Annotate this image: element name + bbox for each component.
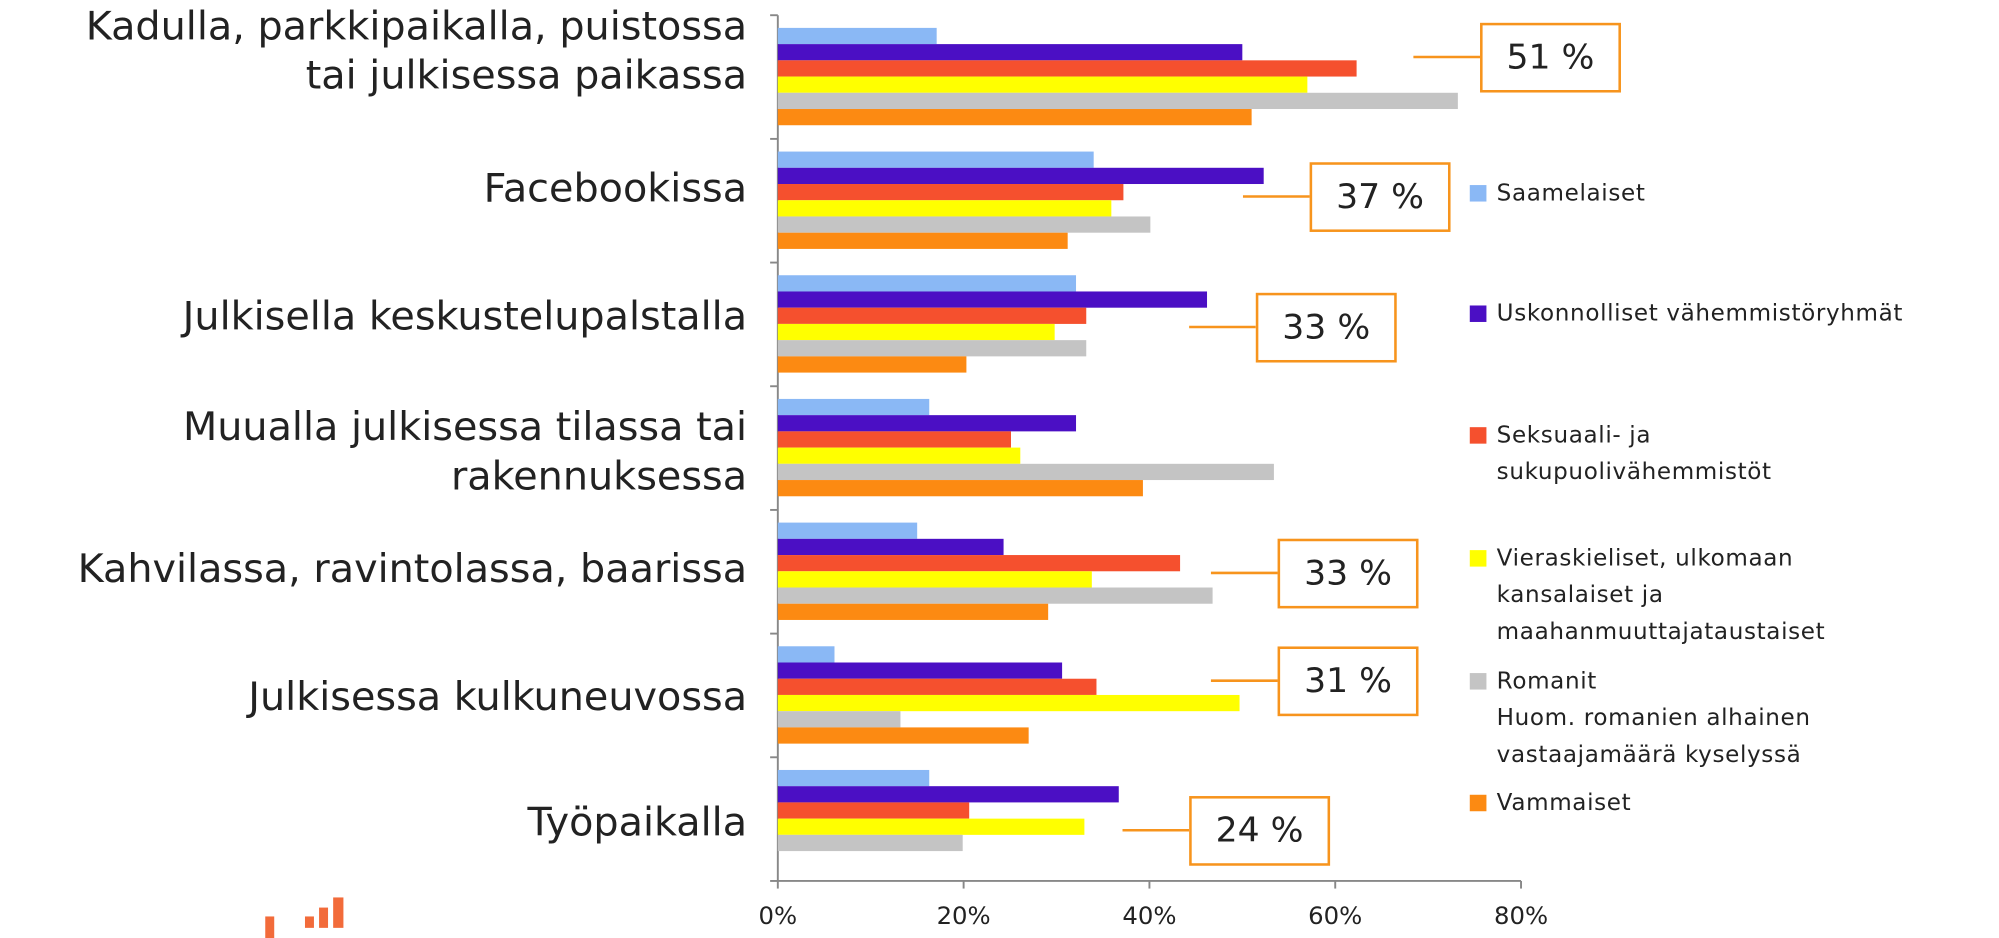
bar <box>777 818 1085 835</box>
bar <box>777 415 1077 432</box>
category-label: Kahvilassa, ravintolassa, baarissa <box>77 546 748 592</box>
bar <box>777 200 1112 217</box>
x-tick-label: 80% <box>1494 902 1548 930</box>
logo <box>265 916 275 938</box>
bar <box>777 662 1063 679</box>
legend-label: Saamelaiset <box>1496 179 1646 207</box>
x-tick-label: 0% <box>759 902 798 930</box>
bar <box>777 275 1077 292</box>
bar <box>777 480 1143 497</box>
logo <box>319 907 329 928</box>
logo <box>333 897 344 928</box>
annotation: 37 % <box>1309 162 1451 232</box>
category-label: Facebookissa <box>483 166 748 212</box>
legend-note: Huom. romanien alhainen vastaajamäärä ky… <box>1496 704 1811 769</box>
x-tick-label: 60% <box>1308 902 1362 930</box>
category-label: Työpaikalla <box>527 799 748 846</box>
x-tick-label: 40% <box>1122 902 1176 930</box>
bar <box>777 522 918 539</box>
bar <box>777 538 1004 556</box>
bar <box>777 167 1264 185</box>
legend-swatch <box>1469 673 1487 690</box>
bar <box>777 786 1119 803</box>
logo <box>304 916 314 928</box>
bar <box>777 834 963 852</box>
bar <box>777 307 1087 324</box>
legend-swatch <box>1469 185 1487 202</box>
bar <box>777 232 1068 249</box>
category-label: Kadulla, parkkipaikalla, puistossa tai j… <box>85 3 748 99</box>
bar <box>777 571 1092 588</box>
bar <box>777 340 1087 357</box>
bar <box>777 92 1458 110</box>
bar <box>777 802 970 819</box>
annotation: 31 % <box>1277 646 1419 717</box>
bar <box>777 323 1055 341</box>
legend-swatch <box>1469 305 1487 322</box>
legend-swatch <box>1469 794 1487 812</box>
bar <box>777 603 1049 620</box>
legend-label: Seksuaali- ja sukupuolivähemmistöt <box>1496 422 1772 486</box>
legend-label: Uskonnolliset vähemmistöryhmät <box>1496 300 1904 328</box>
legend-label: Vammaiset <box>1496 789 1632 817</box>
legend-swatch <box>1469 550 1487 567</box>
bar <box>777 431 1012 448</box>
bar <box>777 769 930 787</box>
bar <box>777 727 1029 744</box>
bar <box>777 678 1097 695</box>
bar <box>777 60 1357 77</box>
bar <box>777 44 1243 61</box>
category-label: Julkisessa kulkuneuvossa <box>248 674 748 720</box>
category-label: Muualla julkisessa tilassa tai rakennuks… <box>182 404 748 500</box>
bar <box>777 646 835 663</box>
bar <box>777 555 1181 572</box>
bar <box>777 463 1274 481</box>
annotation: 33 % <box>1255 292 1397 363</box>
bar <box>777 587 1213 604</box>
category-label: Julkisella keskustelupalstalla <box>182 294 748 340</box>
annotation: 33 % <box>1277 538 1419 609</box>
bar <box>777 216 1151 233</box>
legend-label: Vieraskieliset, ulkomaan kansalaiset ja … <box>1496 545 1826 646</box>
bar <box>777 711 901 728</box>
bar <box>777 76 1308 93</box>
bar <box>777 356 967 373</box>
bar <box>777 398 930 416</box>
bar <box>777 27 937 45</box>
bar <box>777 694 1240 712</box>
annotation: 51 % <box>1480 22 1621 93</box>
legend-swatch <box>1469 427 1487 444</box>
bar <box>777 109 1252 126</box>
x-tick-label: 20% <box>937 902 991 930</box>
bar <box>777 291 1208 308</box>
bar <box>777 184 1124 201</box>
legend-label: Romanit <box>1496 668 1597 695</box>
bar <box>777 151 1094 168</box>
annotation: 24 % <box>1189 796 1331 866</box>
bar <box>777 447 1021 464</box>
